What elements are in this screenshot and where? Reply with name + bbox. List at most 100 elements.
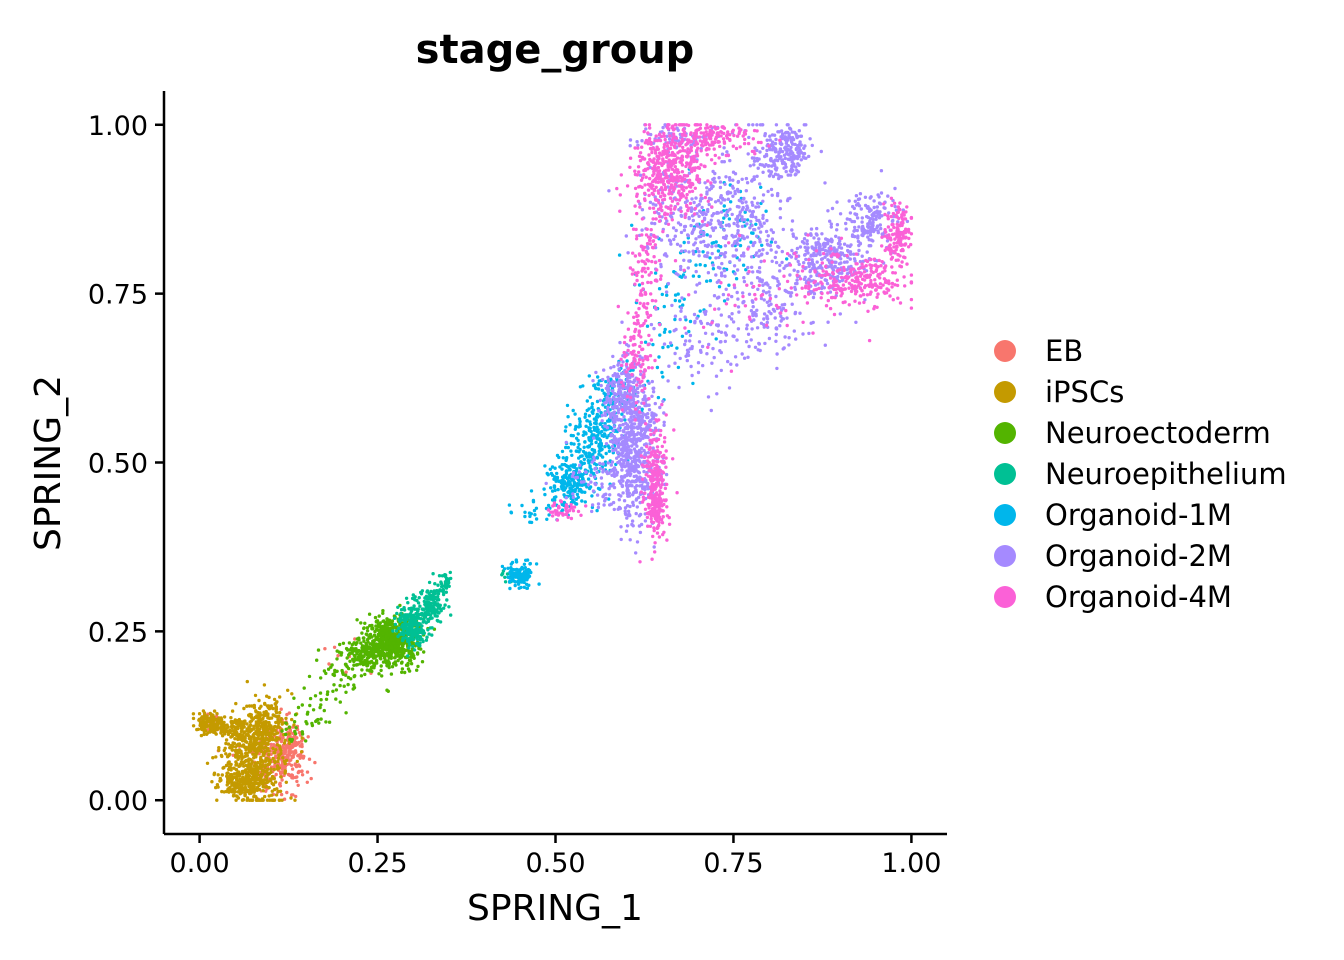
data-point: [392, 656, 397, 660]
data-point: [588, 485, 593, 489]
data-point: [717, 176, 721, 180]
data-point: [734, 248, 739, 252]
data-point: [698, 263, 702, 267]
data-point: [614, 397, 618, 402]
data-point: [389, 632, 393, 636]
data-point: [613, 380, 617, 384]
data-point: [650, 394, 654, 398]
data-point: [264, 725, 269, 729]
data-point: [582, 461, 586, 465]
data-point: [758, 230, 763, 234]
data-point: [698, 230, 703, 235]
data-point: [656, 395, 661, 400]
data-point: [241, 780, 245, 784]
data-point: [396, 605, 400, 609]
data-point: [768, 138, 772, 142]
data-point: [605, 397, 609, 402]
data-point: [307, 757, 312, 761]
data-point: [631, 405, 636, 409]
data-point: [769, 240, 774, 244]
data-point: [637, 495, 641, 500]
data-point: [620, 464, 624, 469]
data-point: [686, 240, 691, 245]
data-point: [687, 329, 691, 334]
data-point: [664, 290, 669, 294]
data-point: [503, 580, 508, 584]
data-point: [285, 712, 289, 717]
data-point: [430, 633, 434, 637]
data-point: [508, 586, 512, 591]
data-point: [694, 269, 698, 274]
data-point: [404, 663, 409, 667]
data-point: [249, 719, 254, 723]
data-point: [302, 686, 306, 690]
data-point: [810, 143, 814, 148]
data-point: [408, 612, 413, 616]
data-point: [239, 760, 244, 764]
data-point: [443, 573, 448, 577]
data-point: [265, 798, 270, 802]
data-point: [616, 384, 621, 388]
data-point: [375, 644, 379, 649]
data-point: [598, 461, 602, 466]
data-point: [791, 142, 795, 146]
data-point: [255, 726, 259, 730]
data-point: [797, 129, 801, 133]
data-point: [230, 790, 234, 794]
data-point: [319, 703, 323, 707]
data-point: [623, 406, 627, 411]
data-point: [266, 741, 270, 745]
data-point: [262, 720, 266, 724]
data-point: [228, 780, 232, 784]
data-point: [590, 494, 594, 498]
data-point: [638, 530, 643, 535]
data-point: [634, 468, 638, 472]
data-point: [296, 705, 301, 710]
data-point: [409, 662, 414, 666]
data-point: [258, 732, 262, 736]
data-point: [611, 389, 615, 393]
data-point: [351, 687, 355, 691]
data-point: [327, 662, 331, 666]
data-point: [773, 240, 778, 244]
data-point: [394, 629, 399, 633]
data-point: [514, 558, 518, 562]
data-point: [245, 722, 249, 726]
data-point: [603, 405, 608, 409]
data-point: [635, 394, 640, 398]
data-point: [226, 742, 231, 746]
data-point: [418, 635, 423, 639]
data-point: [722, 268, 727, 273]
data-point: [326, 690, 330, 694]
data-point: [525, 586, 530, 590]
data-point: [316, 648, 321, 652]
data-point: [542, 487, 546, 491]
data-point: [395, 611, 399, 616]
data-point: [374, 627, 379, 631]
data-point: [624, 426, 629, 430]
data-point: [406, 637, 411, 641]
data-point: [621, 479, 625, 483]
data-point: [568, 423, 572, 427]
data-point: [631, 368, 635, 372]
data-point: [578, 385, 583, 389]
data-point: [617, 454, 621, 458]
data-point: [662, 304, 666, 309]
data-point: [742, 276, 746, 280]
data-point: [576, 432, 580, 436]
data-point: [732, 264, 737, 268]
data-point: [598, 438, 602, 442]
data-point: [640, 407, 644, 411]
data-point: [789, 167, 794, 171]
data-point: [252, 727, 256, 731]
data-point: [786, 197, 790, 201]
data-point: [263, 749, 267, 754]
data-point: [621, 429, 625, 433]
data-point: [294, 726, 298, 730]
data-point: [230, 720, 235, 724]
data-point: [355, 641, 359, 645]
data-point: [764, 163, 768, 167]
data-point: [617, 424, 622, 428]
data-point: [784, 169, 788, 174]
data-point: [265, 737, 269, 742]
